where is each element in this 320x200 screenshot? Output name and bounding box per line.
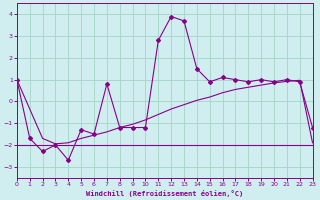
X-axis label: Windchill (Refroidissement éolien,°C): Windchill (Refroidissement éolien,°C) (86, 190, 243, 197)
